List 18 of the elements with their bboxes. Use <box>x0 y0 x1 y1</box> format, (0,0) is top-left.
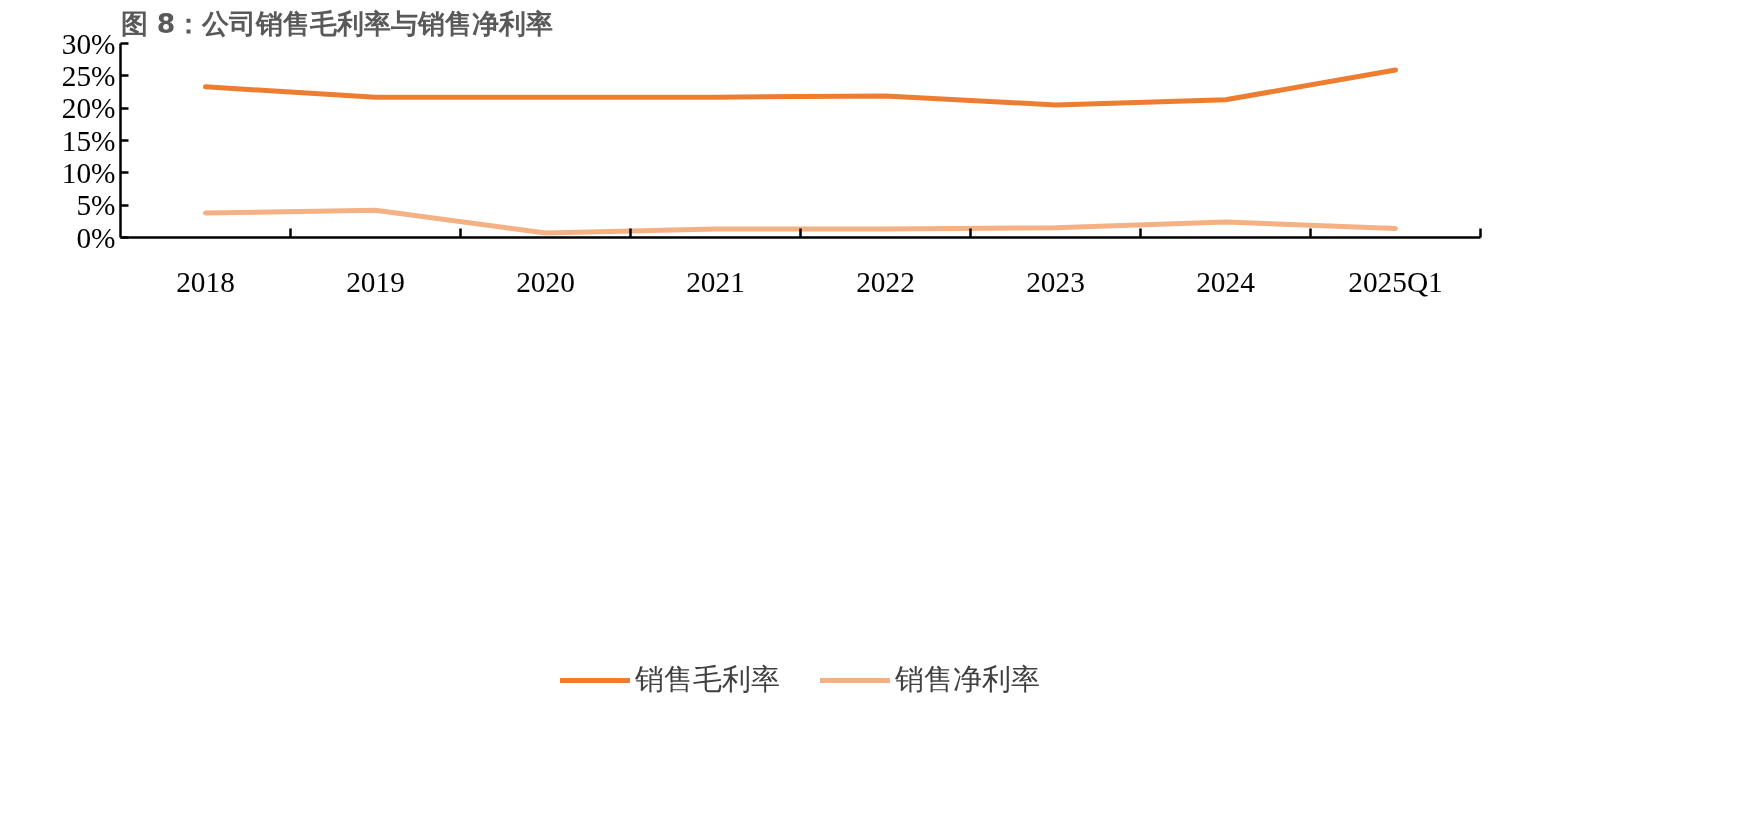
y-tick-label: 10% <box>61 156 116 189</box>
y-tick-label: 0% <box>76 221 116 254</box>
x-tick-label: 2019 <box>346 265 405 298</box>
x-tick-label: 2024 <box>1196 265 1256 298</box>
x-tick-label: 2023 <box>1026 265 1085 298</box>
legend-label: 销售净利率 <box>895 661 1040 698</box>
y-tick-label: 20% <box>61 92 116 125</box>
chart-title: 图 8：公司销售毛利率与销售净利率 <box>120 7 554 39</box>
x-tick-label: 2025Q1 <box>1348 265 1443 298</box>
x-tick-label: 2021 <box>686 265 745 298</box>
y-tick-label: 25% <box>61 59 116 92</box>
y-tick-label: 30% <box>61 27 116 60</box>
x-tick-label: 2018 <box>176 265 235 298</box>
y-tick-label: 5% <box>76 189 116 222</box>
x-tick-label: 2020 <box>516 265 575 298</box>
legend-label: 销售毛利率 <box>635 661 780 698</box>
y-tick-label: 15% <box>61 124 116 157</box>
x-tick-label: 2022 <box>856 265 915 298</box>
